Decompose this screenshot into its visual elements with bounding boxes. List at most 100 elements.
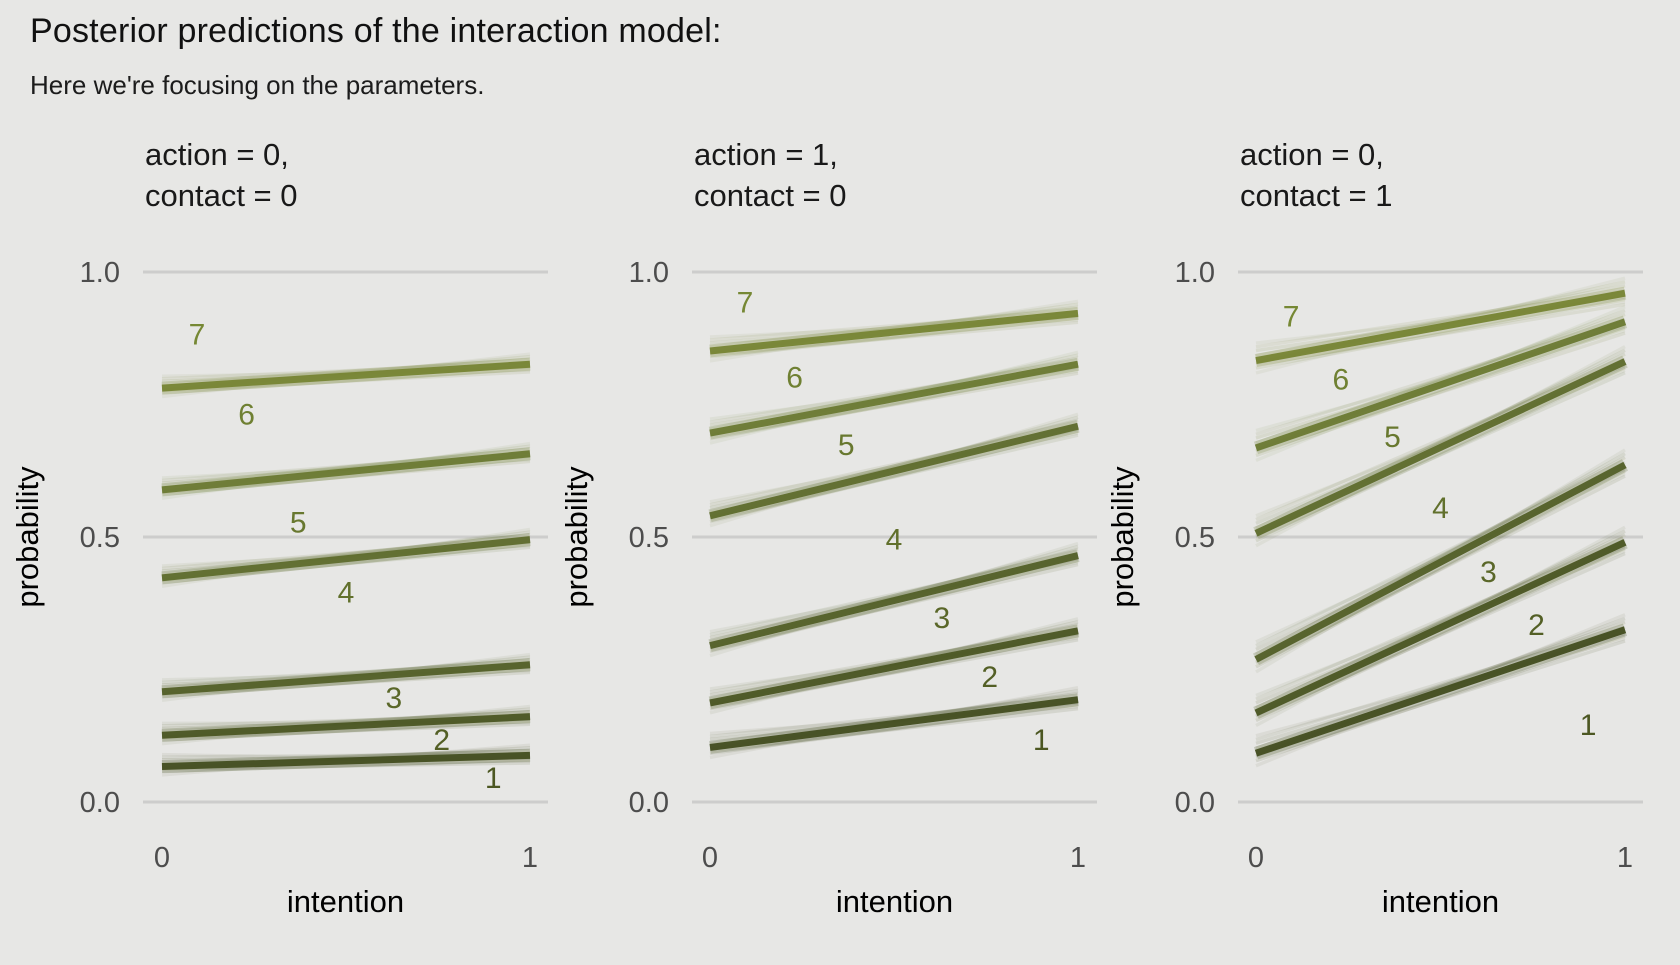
boundary-line-boundary-2 xyxy=(161,713,531,739)
category-label-2: 2 xyxy=(433,724,450,757)
category-label-2: 2 xyxy=(981,661,998,694)
category-label-5: 5 xyxy=(290,507,307,540)
posterior-draw-line xyxy=(1255,371,1626,539)
category-label-1: 1 xyxy=(1580,709,1597,742)
posterior-draw-line xyxy=(1255,551,1626,719)
y-tick-label: 0.5 xyxy=(629,522,669,554)
boundary-line-boundary-3 xyxy=(1254,461,1627,663)
posterior-draw-line xyxy=(1255,312,1626,445)
posterior-draw-line xyxy=(1255,639,1626,759)
category-label-5: 5 xyxy=(1384,421,1401,454)
boundary-line-boundary-6 xyxy=(161,360,531,392)
posterior-draw-line xyxy=(1255,289,1626,349)
posterior-draw-line xyxy=(1255,625,1626,742)
x-tick-label: 1 xyxy=(1617,842,1633,874)
posterior-draw-line xyxy=(709,305,1079,349)
boundary-line-boundary-5 xyxy=(1254,318,1627,452)
category-label-1: 1 xyxy=(485,762,502,795)
category-label-4: 4 xyxy=(1432,492,1449,525)
boundary-line-boundary-3 xyxy=(709,552,1079,650)
page-subtitle: Here we're focusing on the parameters. xyxy=(30,70,485,100)
boundary-line-boundary-4 xyxy=(709,422,1079,520)
posterior-draw-line xyxy=(161,446,531,489)
posterior-draw-line xyxy=(161,709,531,734)
posterior-draw-line xyxy=(1255,455,1626,656)
posterior-draw-line xyxy=(709,638,1079,708)
posterior-draw-line xyxy=(161,532,531,577)
posterior-draw-line xyxy=(709,433,1079,521)
posterior-draw-line xyxy=(1255,331,1626,454)
x-axis-title: intention xyxy=(1382,884,1499,919)
category-label-6: 6 xyxy=(1333,364,1350,397)
posterior-draw-line xyxy=(709,320,1079,356)
facet-title-line1: action = 0, xyxy=(145,137,289,172)
facet-title-line2: contact = 1 xyxy=(1240,178,1393,213)
x-tick-label: 0 xyxy=(154,842,170,874)
posterior-draw-line xyxy=(709,547,1079,644)
posterior-draw-line xyxy=(709,623,1079,701)
posterior-draw-line xyxy=(1255,300,1626,345)
boundary-line-boundary-6 xyxy=(709,309,1079,355)
x-axis-title: intention xyxy=(287,884,404,919)
category-label-6: 6 xyxy=(786,361,803,394)
facet-title-line2: contact = 0 xyxy=(694,178,847,213)
posterior-draw-line xyxy=(1255,620,1626,750)
category-label-5: 5 xyxy=(838,429,855,462)
category-label-3: 3 xyxy=(933,602,950,635)
posterior-draw-line xyxy=(161,357,531,387)
posterior-draw-line xyxy=(709,418,1079,514)
category-label-4: 4 xyxy=(338,577,355,610)
posterior-draw-line xyxy=(1255,533,1626,710)
y-axis-title: probability xyxy=(559,466,594,608)
facet-title-line1: action = 1, xyxy=(694,137,838,172)
posterior-draw-line xyxy=(1255,538,1626,701)
posterior-draw-line xyxy=(709,562,1079,651)
y-tick-label: 0.0 xyxy=(1175,787,1215,819)
y-axis-title: probability xyxy=(1105,466,1140,608)
category-label-7: 7 xyxy=(1283,301,1300,334)
boundary-line-boundary-3 xyxy=(161,661,531,696)
posterior-draw-line xyxy=(709,692,1079,746)
x-tick-label: 0 xyxy=(702,842,718,874)
x-tick-label: 1 xyxy=(522,842,538,874)
boundary-line-boundary-2 xyxy=(1254,539,1627,717)
x-tick-label: 0 xyxy=(1248,842,1264,874)
y-tick-label: 0.5 xyxy=(1175,522,1215,554)
posterior-draw-line xyxy=(1255,297,1626,370)
category-label-1: 1 xyxy=(1033,724,1050,757)
page-title: Posterior predictions of the interaction… xyxy=(30,12,722,50)
boundary-line-boundary-1 xyxy=(709,696,1079,751)
y-tick-label: 1.0 xyxy=(1175,257,1215,289)
y-axis-title: probability xyxy=(10,466,45,608)
posterior-draw-line xyxy=(1255,460,1626,648)
y-tick-label: 1.0 xyxy=(80,257,120,289)
posterior-draw-line xyxy=(709,707,1079,753)
x-tick-label: 1 xyxy=(1070,842,1086,874)
posterior-draw-line xyxy=(1255,317,1626,436)
category-label-3: 3 xyxy=(1480,556,1497,589)
boundary-line-boundary-4 xyxy=(161,536,531,582)
y-tick-label: 0.0 xyxy=(80,787,120,819)
x-axis-title: intention xyxy=(836,884,953,919)
posterior-draw-line xyxy=(1255,352,1626,530)
posterior-draw-line xyxy=(1255,284,1626,358)
posterior-draw-line xyxy=(1255,474,1626,665)
category-label-6: 6 xyxy=(238,399,255,432)
category-label-7: 7 xyxy=(737,287,754,320)
category-label-3: 3 xyxy=(385,682,402,715)
y-tick-label: 1.0 xyxy=(629,257,669,289)
boundary-line-boundary-6 xyxy=(1255,289,1626,364)
boundary-line-boundary-2 xyxy=(709,627,1079,707)
boundary-line-boundary-5 xyxy=(709,360,1079,437)
boundary-line-boundary-1 xyxy=(1254,626,1627,757)
category-label-2: 2 xyxy=(1528,609,1545,642)
facet-title-line2: contact = 0 xyxy=(145,178,298,213)
posterior-draw-line xyxy=(161,657,531,691)
posterior-draw-line xyxy=(1255,302,1626,366)
boundary-line-boundary-1 xyxy=(161,751,531,770)
facet-title-line1: action = 0, xyxy=(1240,137,1384,172)
y-tick-label: 0.0 xyxy=(629,787,669,819)
category-label-7: 7 xyxy=(189,319,206,352)
